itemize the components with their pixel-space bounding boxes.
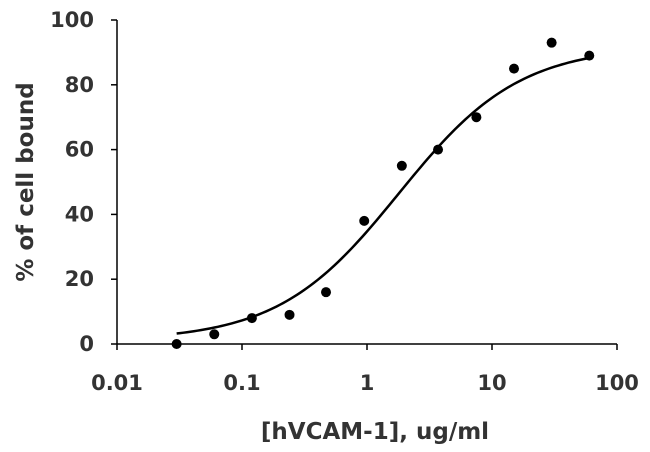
data-point (546, 37, 557, 48)
data-point (433, 144, 444, 155)
y-tick-label: 60 (65, 138, 94, 162)
x-ticks: 0.01 0.1 1 10 100 (91, 344, 639, 395)
x-tick-label: 10 (477, 371, 506, 395)
data-point (471, 112, 482, 123)
y-tick-label: 40 (65, 202, 94, 226)
data-point (209, 329, 220, 340)
x-tick-label: 100 (595, 371, 639, 395)
data-point (171, 339, 182, 349)
data-point (284, 309, 295, 320)
y-axis-title: % of cell bound (13, 82, 39, 281)
data-point (396, 160, 407, 171)
x-axis-title: [hVCAM-1], ug/ml (261, 419, 489, 445)
y-ticks: 0 20 40 60 80 100 (50, 8, 117, 356)
data-point (509, 63, 520, 74)
data-point (584, 50, 595, 61)
axes (116, 20, 617, 345)
x-tick-label: 0.1 (223, 371, 260, 395)
data-points (171, 37, 595, 349)
y-tick-label: 80 (65, 73, 94, 97)
x-tick-label: 0.01 (91, 371, 143, 395)
data-point (359, 215, 370, 226)
x-tick-label: 1 (360, 371, 375, 395)
data-point (246, 313, 257, 324)
y-tick-label: 0 (79, 332, 94, 356)
y-tick-label: 100 (50, 8, 94, 32)
data-point (321, 287, 332, 298)
fit-curve (176, 56, 590, 335)
y-tick-label: 20 (65, 267, 94, 291)
